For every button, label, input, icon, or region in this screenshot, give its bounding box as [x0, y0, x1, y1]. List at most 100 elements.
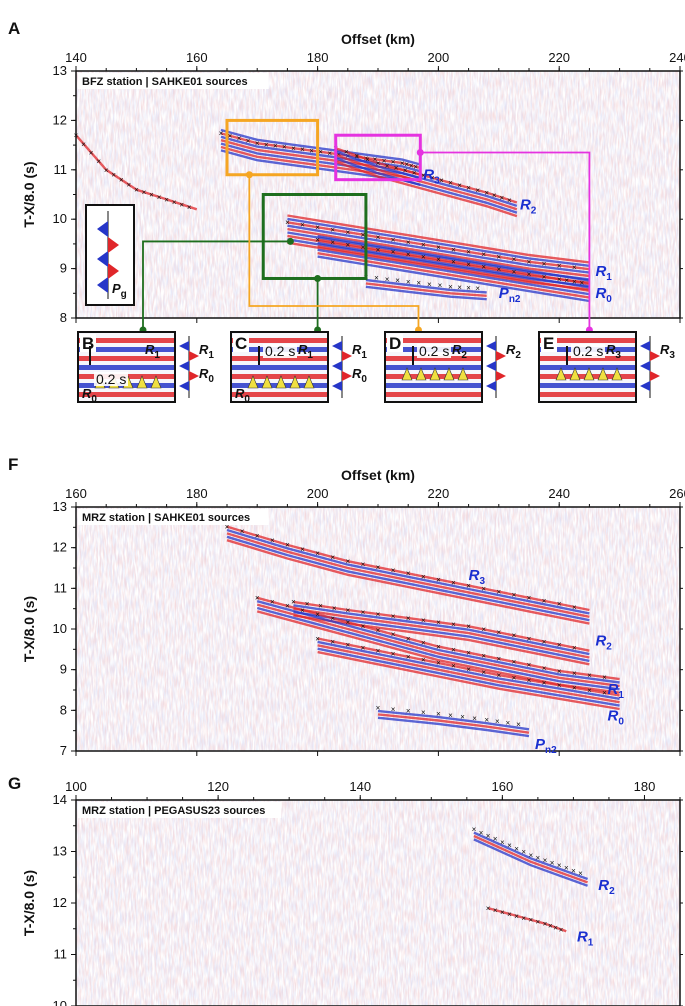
pick-marker: ×	[602, 673, 607, 682]
inset-band	[385, 365, 482, 370]
pick-marker: ×	[512, 267, 517, 276]
reflection-band-R2	[293, 604, 590, 656]
x-tick-label-F: 180	[186, 486, 208, 501]
inset-band	[231, 365, 328, 370]
zoom-box-magenta	[334, 133, 422, 182]
trace-phase-label: R3	[660, 342, 675, 361]
pick-marker: ×	[580, 279, 585, 288]
reflection-band-R2	[473, 838, 589, 887]
onset-triangle	[555, 367, 567, 381]
x-tick-label-G: 140	[349, 779, 371, 794]
onset-triangle	[611, 367, 623, 381]
pick-marker: ×	[451, 245, 456, 254]
pick-marker: ×	[512, 673, 517, 682]
phase-label-R3: R3	[469, 567, 486, 587]
inset-frame	[384, 331, 483, 403]
x-tick-label-G: 120	[207, 779, 229, 794]
reflection-band-R0	[317, 637, 620, 697]
pick-marker: ×	[542, 637, 547, 646]
scale-bg	[94, 372, 128, 386]
pick-marker: ×	[507, 841, 512, 850]
pick-marker: ×	[355, 151, 360, 160]
pick-marker: ×	[273, 142, 278, 151]
pick-marker: ×	[466, 184, 471, 193]
pick-marker: ×	[466, 284, 471, 293]
trace-lobe	[189, 351, 199, 361]
pick-marker: ×	[506, 719, 511, 728]
phase-label-Pg: Pg	[112, 281, 127, 300]
reflection-band-R3	[220, 135, 421, 173]
reflection-band-R2	[473, 831, 589, 881]
connector-green-B	[142, 240, 291, 330]
pick-marker: ×	[391, 650, 396, 659]
pick-marker: ×	[373, 155, 378, 164]
inset-B: B 0.2 s R1 R0 R1 R0	[77, 331, 214, 405]
x-tick-label-G: 160	[492, 779, 514, 794]
pick-marker: ×	[361, 230, 366, 239]
pick-marker: ×	[421, 240, 426, 249]
pick-marker: ×	[376, 646, 381, 655]
pick-marker: ×	[421, 616, 426, 625]
connector-green-C-dot	[314, 274, 322, 282]
pick-marker: ×	[466, 622, 471, 631]
inset-band	[78, 338, 175, 343]
pick-marker: ×	[255, 532, 260, 541]
pick-marker: ×	[421, 638, 426, 647]
reflection-band-R0	[317, 644, 620, 704]
series-F-R3: × × × × × × × × × × × × × × × × × × × × × × × ×	[225, 522, 590, 625]
reflection-band-R3	[220, 132, 421, 170]
pick-marker: ×	[578, 869, 583, 878]
pick-marker: ×	[481, 250, 486, 259]
reflection-band-Pg	[75, 134, 198, 211]
trace-lobe	[179, 341, 189, 351]
trace-lobe	[640, 381, 650, 391]
pick-marker: ×	[496, 628, 501, 637]
pick-marker: ×	[457, 283, 462, 292]
reflection-band-R0	[317, 238, 590, 286]
pick-marker: ×	[457, 181, 462, 190]
trace-lobe	[496, 351, 506, 361]
pick-marker: ×	[400, 159, 405, 168]
pick-marker: ×	[439, 176, 444, 185]
panel-tag-G: MRZ station | PEGASUS23 sources	[82, 805, 265, 817]
pick-marker: ×	[315, 634, 320, 643]
pick-marker: ×	[376, 159, 381, 168]
inset-frame	[538, 331, 637, 403]
pick-marker: ×	[255, 594, 260, 603]
reflection-band-R2	[335, 147, 518, 204]
pick-marker: ×	[179, 200, 184, 209]
pick-marker: ×	[403, 166, 408, 175]
onset-triangle	[457, 367, 469, 381]
pick-marker: ×	[300, 545, 305, 554]
pick-marker: ×	[134, 186, 139, 195]
y-axis-label-G: T-X/8.0 (s)	[21, 870, 37, 936]
x-tick-label-A: 140	[65, 50, 87, 65]
y-tick-label-G: 12	[53, 895, 67, 910]
reflection-band-R1	[287, 227, 590, 278]
inset-phase-label: R2	[452, 342, 467, 361]
pick-marker: ×	[309, 146, 314, 155]
pick-marker: ×	[406, 653, 411, 662]
pick-marker: ×	[164, 195, 169, 204]
pick-marker: ×	[484, 188, 489, 197]
series-A-Pn2: × × × × × × × × × × × ×	[364, 272, 487, 301]
reflection-band-Pn2	[377, 716, 530, 738]
axes-G: 100 120 140 160 180 10 11 12 13 14 T-X/8.0 (s) G MRZ…	[8, 774, 683, 1006]
pick-marker: ×	[572, 277, 577, 286]
pick-marker: ×	[318, 602, 323, 611]
pick-marker: ×	[557, 640, 562, 649]
pick-marker: ×	[550, 859, 555, 868]
pick-marker: ×	[142, 188, 147, 197]
scale-bg	[417, 344, 451, 358]
pick-marker: ×	[421, 708, 426, 717]
reflection-band-Pn2	[365, 282, 487, 297]
phase-label-R2: R2	[595, 632, 612, 652]
inset-band	[539, 338, 636, 343]
pick-marker: ×	[391, 248, 396, 257]
onset-triangle	[583, 367, 595, 381]
pick-marker: ×	[330, 637, 335, 646]
trace-lobe	[332, 361, 342, 371]
pick-marker: ×	[527, 258, 532, 267]
pick-marker: ×	[365, 155, 370, 164]
